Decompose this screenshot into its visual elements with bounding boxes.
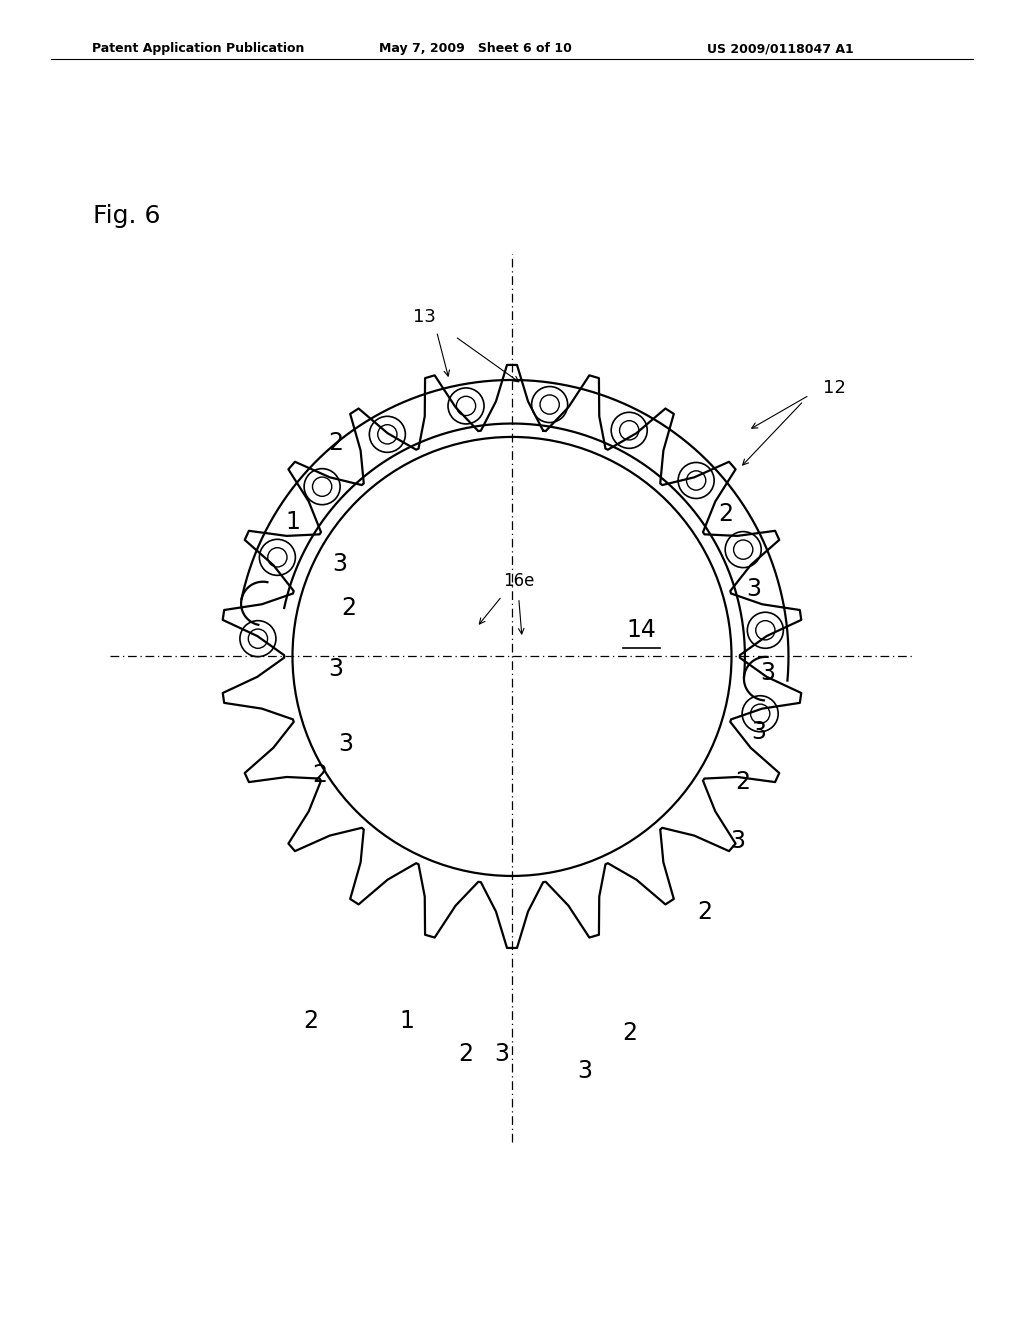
Text: 3: 3 [752,719,767,744]
Text: 3: 3 [329,657,344,681]
Text: 2: 2 [697,900,713,924]
Text: US 2009/0118047 A1: US 2009/0118047 A1 [707,42,853,55]
Text: 3: 3 [333,552,348,577]
Text: 3: 3 [339,733,353,756]
Text: 2: 2 [341,595,356,620]
Text: 2: 2 [459,1043,473,1067]
Text: 16e: 16e [503,572,535,590]
Text: 13: 13 [413,308,435,326]
Text: May 7, 2009   Sheet 6 of 10: May 7, 2009 Sheet 6 of 10 [379,42,571,55]
Text: 12: 12 [823,379,846,397]
Text: 14: 14 [627,618,656,642]
Text: 3: 3 [495,1043,510,1067]
Text: 2: 2 [329,430,344,455]
Text: 3: 3 [731,829,745,853]
Text: 3: 3 [578,1059,593,1084]
Text: Fig. 6: Fig. 6 [93,205,161,228]
Text: Patent Application Publication: Patent Application Publication [92,42,304,55]
Text: 3: 3 [745,577,761,602]
Text: 2: 2 [718,502,733,525]
Text: 1: 1 [285,511,300,535]
Text: 2: 2 [311,763,327,788]
Text: 2: 2 [303,1008,318,1032]
Text: 2: 2 [735,770,750,795]
Text: 1: 1 [399,1008,415,1032]
Text: 3: 3 [760,661,775,685]
Text: 2: 2 [622,1022,637,1045]
